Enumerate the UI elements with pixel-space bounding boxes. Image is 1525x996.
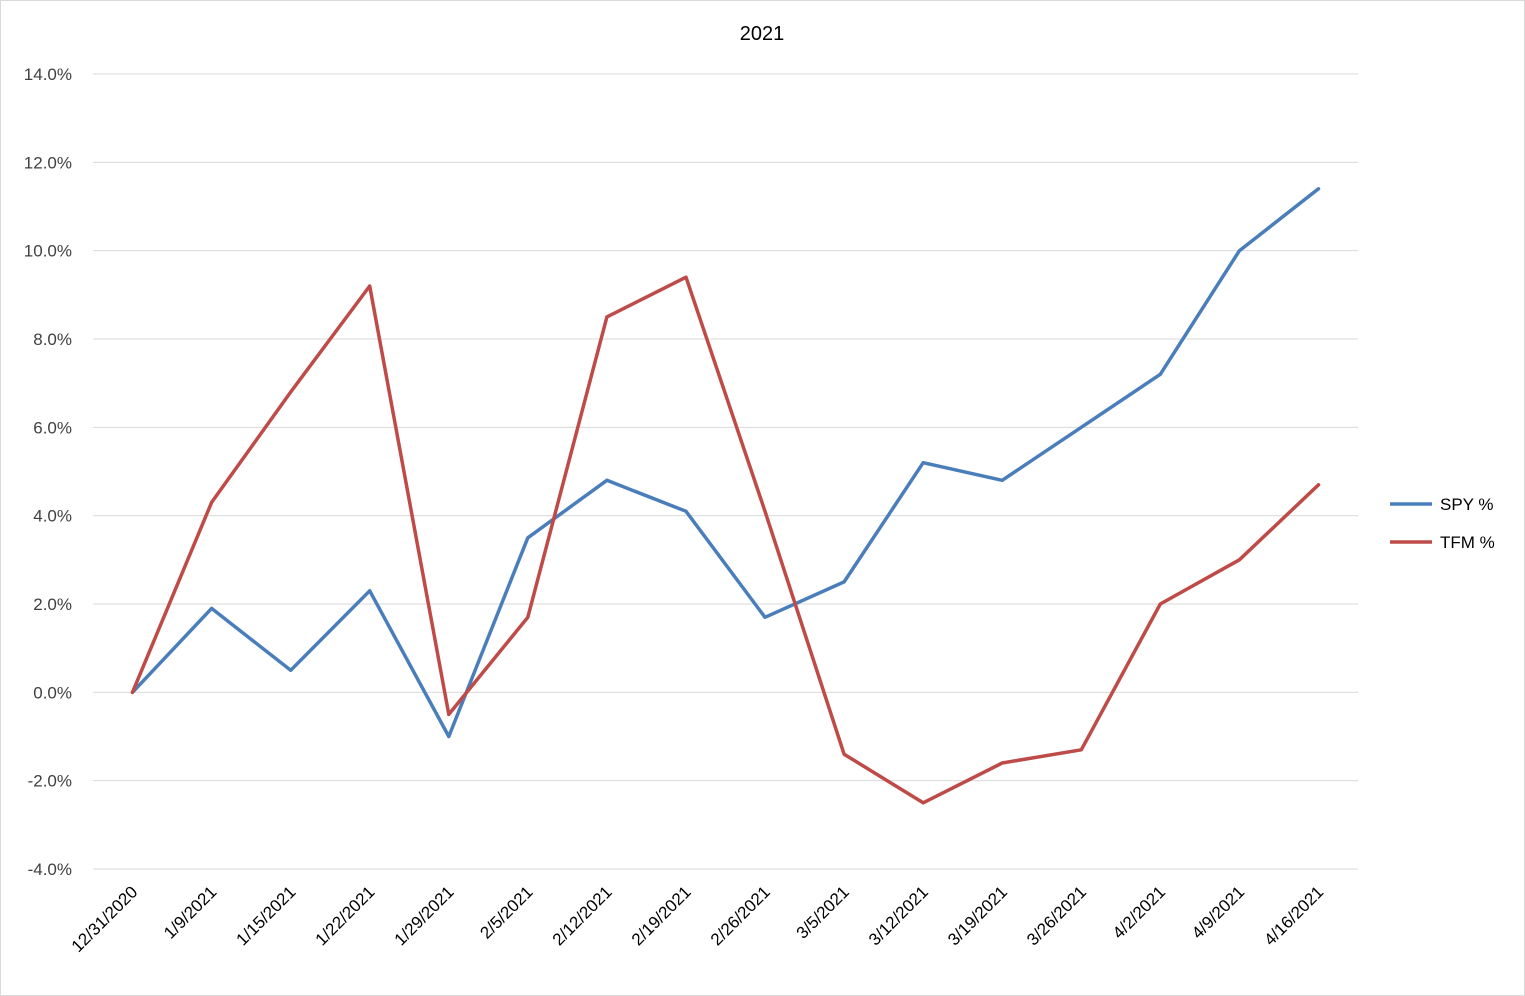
data-point (289, 390, 293, 394)
data-point (921, 461, 925, 465)
x-tick-label: 2/5/2021 (476, 882, 536, 942)
data-point (1237, 558, 1241, 562)
x-tick-label: 3/12/2021 (865, 882, 932, 949)
x-tick-label: 1/29/2021 (391, 882, 458, 949)
data-point (131, 690, 135, 694)
x-tick-label: 3/5/2021 (793, 882, 853, 942)
data-point (842, 752, 846, 756)
data-point (684, 275, 688, 279)
data-point (1000, 478, 1004, 482)
data-point (1158, 602, 1162, 606)
x-tick-label: 4/2/2021 (1109, 882, 1169, 942)
y-tick-label: -2.0% (28, 772, 72, 791)
data-point (210, 500, 214, 504)
x-tick-label: 12/31/2020 (68, 882, 142, 956)
data-point (1079, 425, 1083, 429)
x-axis-tick-labels: 12/31/2020 1/9/2021 1/15/2021 1/22/2021 1/29… (68, 882, 1328, 956)
data-point (447, 735, 451, 738)
data-point (842, 580, 846, 584)
x-tick-label: 1/22/2021 (312, 882, 379, 949)
legend-label: SPY % (1440, 495, 1494, 514)
y-tick-label: 10.0% (24, 242, 72, 261)
data-point (447, 712, 451, 716)
x-tick-label: 3/26/2021 (1023, 882, 1090, 949)
data-point (684, 509, 688, 513)
x-tick-label: 1/15/2021 (233, 882, 300, 949)
x-tick-label: 2/12/2021 (549, 882, 616, 949)
y-tick-label: 8.0% (33, 330, 72, 349)
x-tick-label: 3/19/2021 (944, 882, 1011, 949)
data-point (210, 606, 214, 610)
y-axis-tick-labels: -4.0% -2.0% 0.0% 2.0% 4.0% 6.0% 8.0% 10.0% 12.0%… (24, 65, 72, 879)
data-point (526, 536, 530, 540)
series-line-1 (130, 275, 1321, 805)
x-tick-label: 4/9/2021 (1188, 882, 1248, 942)
gridlines (93, 73, 1358, 870)
y-tick-label: 4.0% (33, 507, 72, 526)
chart-title: 2021 (740, 23, 785, 45)
data-point (368, 589, 372, 593)
data-point (605, 315, 609, 319)
y-tick-label: 0.0% (33, 683, 72, 702)
x-tick-label: 1/9/2021 (160, 882, 220, 942)
data-point (763, 509, 767, 513)
data-point (1237, 249, 1241, 253)
data-point (1079, 748, 1083, 752)
data-point (1316, 187, 1320, 191)
data-point (921, 801, 925, 805)
x-tick-label: 4/16/2021 (1260, 882, 1327, 949)
data-point (1158, 372, 1162, 376)
y-tick-label: 6.0% (33, 418, 72, 437)
series-line-0 (130, 187, 1321, 739)
legend: SPY % TFM % (1390, 495, 1495, 552)
data-point (526, 615, 530, 619)
x-tick-label: 2/26/2021 (707, 882, 774, 949)
data-point (289, 668, 293, 672)
x-tick-label: 2/19/2021 (628, 882, 695, 949)
y-tick-label: -4.0% (28, 860, 72, 879)
y-tick-label: 2.0% (33, 595, 72, 614)
data-point (1000, 761, 1004, 765)
data-point (1316, 483, 1320, 487)
data-point (605, 478, 609, 482)
legend-label: TFM % (1440, 533, 1495, 552)
y-tick-label: 14.0% (24, 65, 72, 84)
data-point (763, 615, 767, 619)
series-lines (130, 187, 1321, 805)
data-point (368, 284, 372, 288)
y-tick-label: 12.0% (24, 153, 72, 172)
